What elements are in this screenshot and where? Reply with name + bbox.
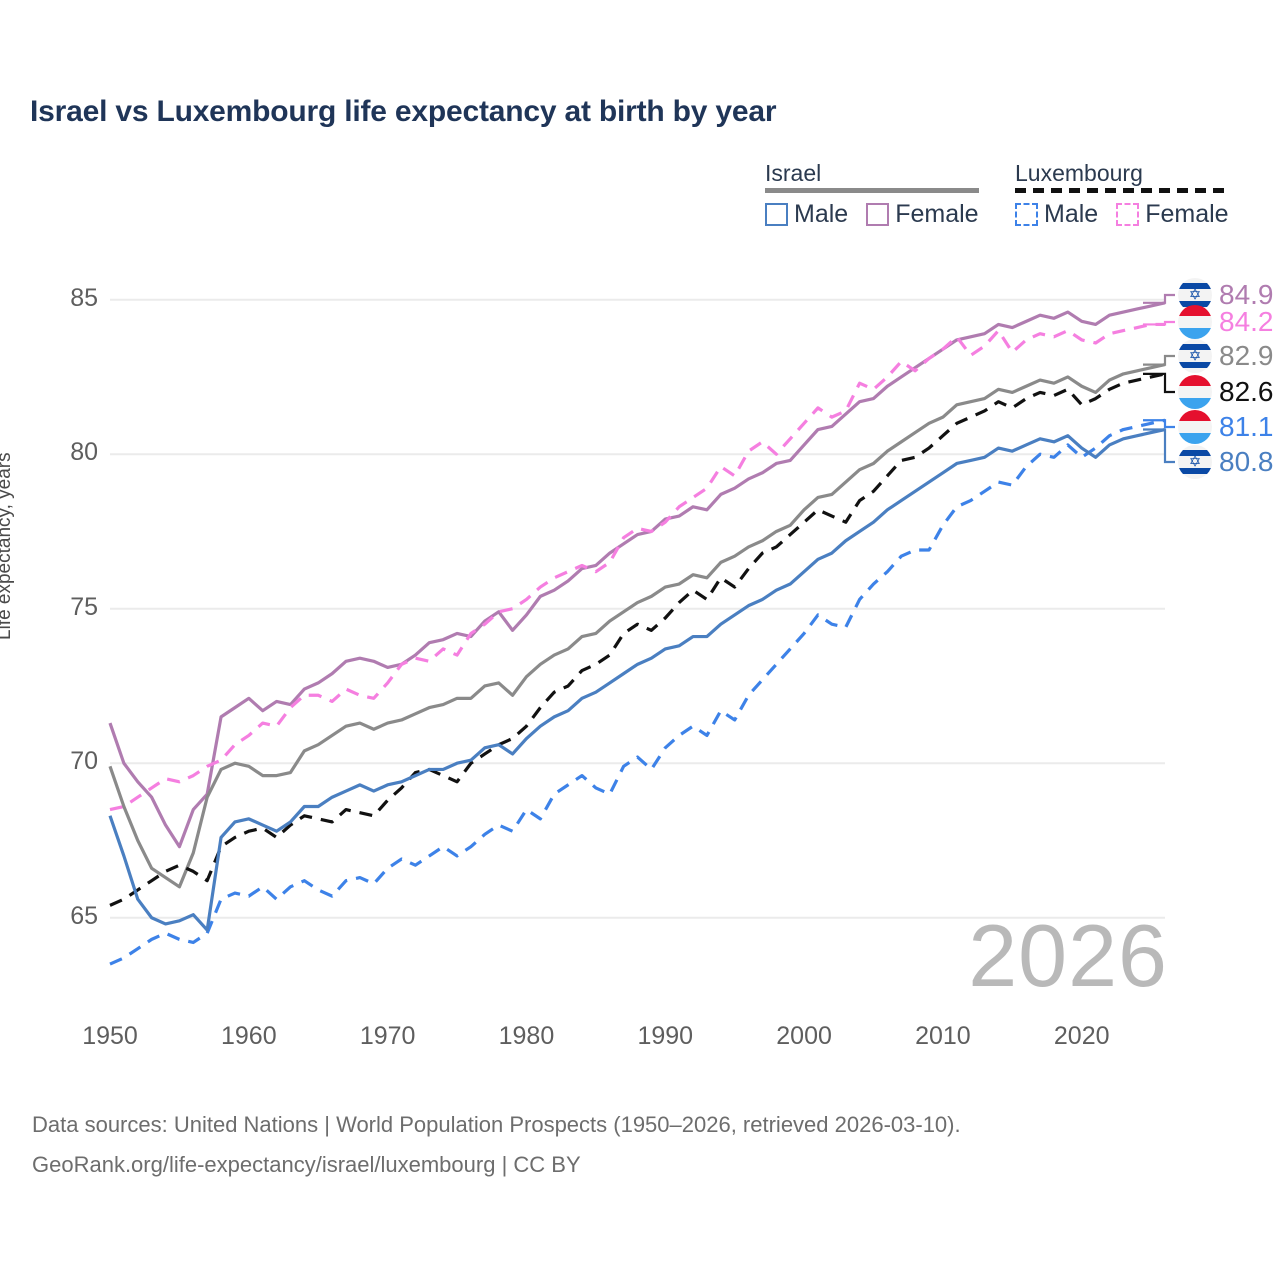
footer-line-attribution[interactable]: GeoRank.org/life-expectancy/israel/luxem…: [32, 1152, 581, 1177]
x-tick-label: 1960: [221, 1022, 277, 1050]
legend-label-luxembourg-male: Male: [1044, 200, 1099, 228]
end-label-leader-line: [1143, 293, 1175, 304]
x-tick-label: 1950: [82, 1022, 138, 1050]
y-tick-label: 65: [70, 901, 98, 930]
end-label-luxembourg-female: 84.2: [1178, 305, 1274, 339]
y-tick-label: 75: [70, 592, 98, 621]
end-label-value: 81.1: [1219, 411, 1274, 442]
israel-flag-icon: ✡: [1178, 339, 1212, 373]
end-label-value: 82.9: [1219, 340, 1274, 371]
legend-country-luxembourg: Luxembourg: [1015, 160, 1143, 186]
legend-item-israel-female[interactable]: Female: [866, 200, 979, 229]
legend-item-luxembourg-female[interactable]: Female: [1116, 200, 1229, 229]
legend-swatch-israel-male: [765, 203, 788, 226]
y-tick-label: 80: [70, 438, 98, 467]
legend-swatch-luxembourg-male: [1015, 203, 1038, 226]
israel-flag-icon: ✡: [1178, 445, 1212, 479]
x-tick-label: 1980: [498, 1022, 555, 1050]
x-tick-label: 2010: [915, 1022, 971, 1050]
year-watermark: 2026: [968, 906, 1168, 1005]
y-tick-label: 85: [70, 283, 98, 312]
legend-swatch-israel-female: [866, 203, 890, 226]
legend-group-luxembourg: Luxembourg Male Female: [1015, 160, 1229, 229]
series-line-israel-male: [108, 427, 1166, 932]
end-label-luxembourg-male: 81.1: [1178, 410, 1274, 444]
end-label-leader-line: [1143, 354, 1175, 366]
x-tick-label: 1970: [359, 1022, 416, 1050]
legend-label-israel-female: Female: [895, 200, 979, 228]
legend-rule-israel: [765, 188, 979, 193]
end-label-israel-total: ✡ 82.9: [1178, 339, 1274, 373]
legend-label-israel-male: Male: [794, 200, 849, 228]
legend-item-luxembourg-male[interactable]: Male: [1015, 200, 1098, 229]
luxembourg-flag-icon: [1178, 375, 1212, 409]
series-line-israel-female: [108, 301, 1166, 849]
end-label-leader-line: [1143, 419, 1175, 429]
end-label-israel-female: ✡ 84.9: [1178, 278, 1274, 312]
legend-swatch-luxembourg-female: [1116, 203, 1140, 226]
page-title: Israel vs Luxembourg life expectancy at …: [30, 95, 777, 128]
legend-item-israel-male[interactable]: Male: [765, 200, 848, 229]
end-label-value: 82.6: [1219, 376, 1274, 407]
end-label-value: 84.2: [1219, 306, 1274, 337]
legend-group-israel: Israel Male Female: [765, 160, 979, 229]
end-label-luxembourg-total: 82.6: [1178, 375, 1274, 409]
end-label-leader-line: [1143, 428, 1175, 464]
series-line-luxembourg-male: [109, 418, 1166, 966]
series-line-luxembourg-total: [109, 372, 1166, 907]
luxembourg-flag-icon: [1178, 305, 1212, 339]
series-line-israel-total: [108, 363, 1166, 889]
end-label-leader-line: [1143, 320, 1175, 326]
chart-footer: Data sources: United Nations | World Pop…: [32, 1105, 961, 1185]
legend-rule-luxembourg: [1015, 188, 1229, 193]
x-tick-label: 2000: [776, 1022, 832, 1050]
y-tick-label: 70: [70, 747, 98, 776]
chart-legend: Israel Male Female Luxembourg Male: [760, 160, 1252, 242]
end-label-leader-line: [1143, 372, 1175, 394]
x-tick-label: 1990: [637, 1022, 694, 1050]
luxembourg-flag-icon: [1178, 410, 1212, 444]
x-tick-label: 2020: [1053, 1022, 1110, 1050]
end-label-value: 80.8: [1219, 446, 1274, 477]
legend-label-luxembourg-female: Female: [1145, 200, 1229, 228]
end-label-value: 84.9: [1219, 279, 1274, 310]
legend-country-israel: Israel: [765, 160, 822, 186]
end-label-israel-male: ✡ 80.8: [1178, 445, 1274, 479]
series-line-luxembourg-female: [109, 322, 1165, 812]
footer-line-sources: Data sources: United Nations | World Pop…: [32, 1112, 961, 1137]
